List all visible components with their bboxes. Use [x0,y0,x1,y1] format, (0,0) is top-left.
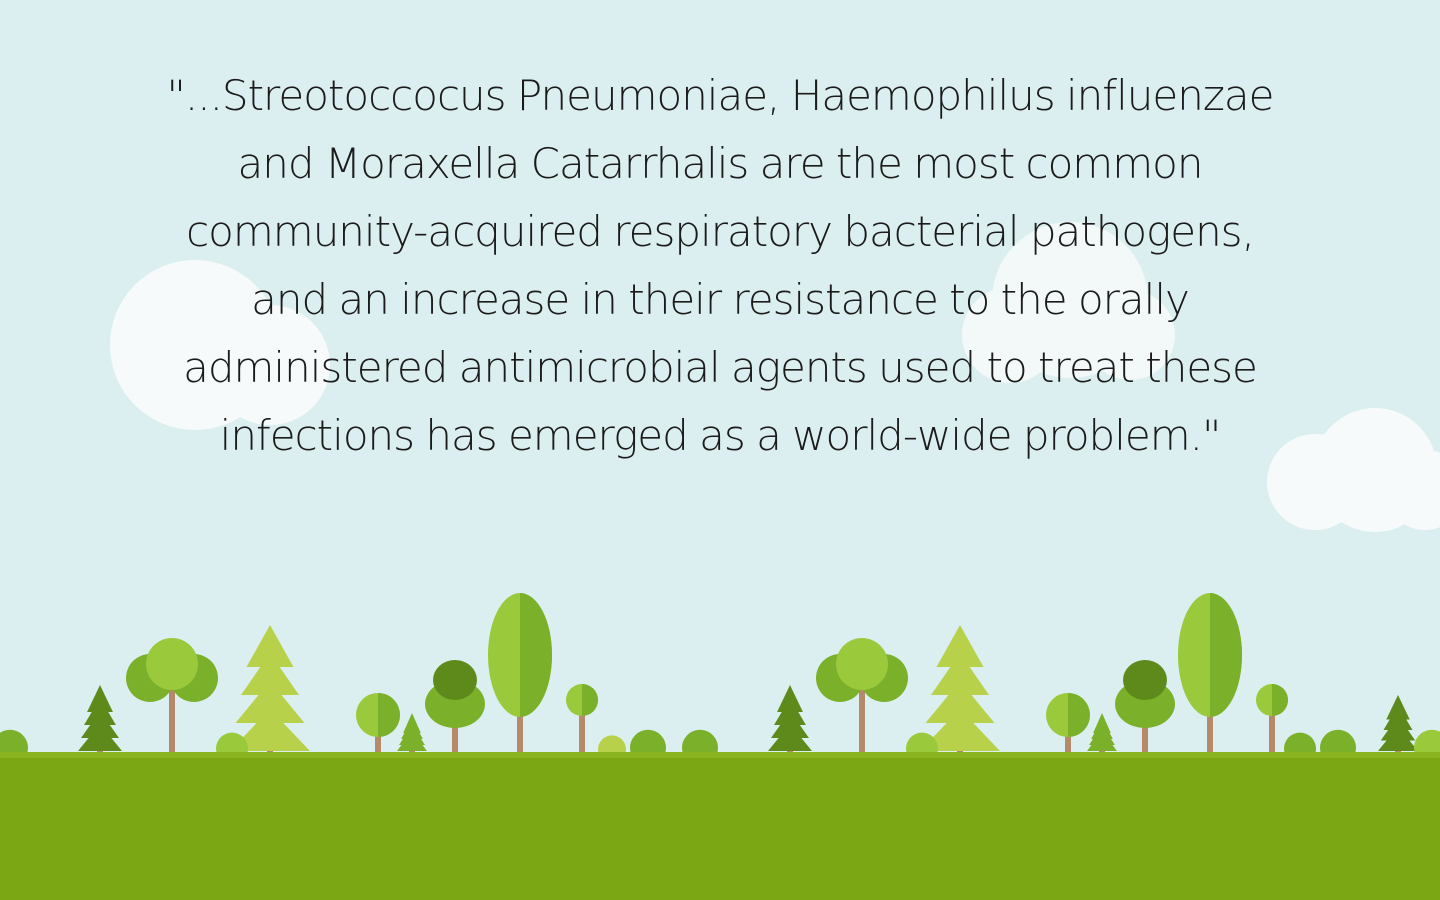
pine-tree-icon [1378,726,1418,751]
pine-tree-icon [78,724,122,751]
pine-tree-icon [925,681,995,723]
cloud-left [110,260,330,430]
pine-tree-icon [241,653,299,695]
cloud-center-right [962,222,1175,383]
pine-tree-icon [246,625,294,667]
pine-tree-icon [931,653,989,695]
ground-edge [0,752,1440,758]
pine-tree-icon [235,681,305,723]
ground [0,756,1440,900]
pine-tree-icon [768,724,812,751]
pine-tree-icon [920,709,1000,751]
pine-tree-icon [936,625,984,667]
pine-tree-icon [397,731,427,751]
cloud-right [1267,408,1440,532]
pine-tree-icon [230,709,310,751]
pine-tree-icon [1087,731,1117,751]
quote-text: "...Streotoccocus Pneumoniae, Haemophilu… [166,71,1275,460]
